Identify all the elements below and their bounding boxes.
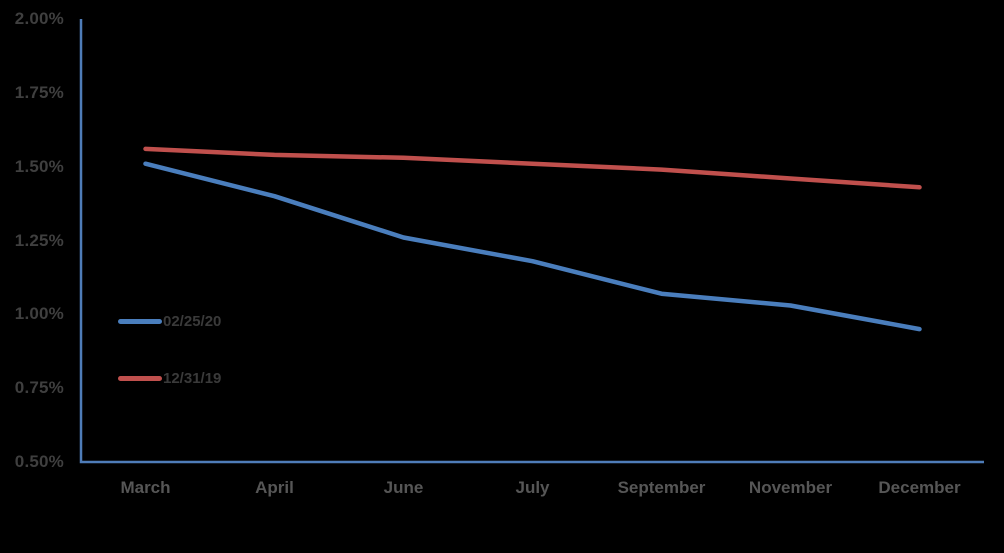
y-tick-label: 1.50% xyxy=(14,156,64,176)
x-category-label: September xyxy=(617,478,706,497)
x-category-label: November xyxy=(748,478,833,497)
series-line-12/31/19 xyxy=(143,146,922,190)
series-line-02/25/20 xyxy=(143,161,922,332)
x-category-label: April xyxy=(255,478,294,497)
legend-label: 02/25/20 xyxy=(163,312,222,330)
legend-label: 12/31/19 xyxy=(163,369,222,387)
legend-entry: 02/25/20 xyxy=(118,310,221,332)
y-tick-label: 2.00% xyxy=(14,9,64,28)
x-category-label: December xyxy=(878,478,961,497)
y-tick-label: 0.75% xyxy=(14,378,64,398)
x-category-label: June xyxy=(383,478,424,497)
axis-lines xyxy=(79,19,984,464)
y-tick-label: 1.25% xyxy=(14,230,64,250)
x-category-label: July xyxy=(515,478,550,497)
y-tick-label: 0.50% xyxy=(14,452,64,471)
series-lines xyxy=(143,146,922,332)
legend-swatch-icon xyxy=(118,375,162,381)
y-tick-label: 1.00% xyxy=(14,304,64,324)
legend-entry: 12/31/19 xyxy=(118,367,221,389)
y-tick-label: 1.75% xyxy=(14,82,64,102)
x-category-label: March xyxy=(120,478,171,497)
legend-swatch-icon xyxy=(118,318,162,324)
